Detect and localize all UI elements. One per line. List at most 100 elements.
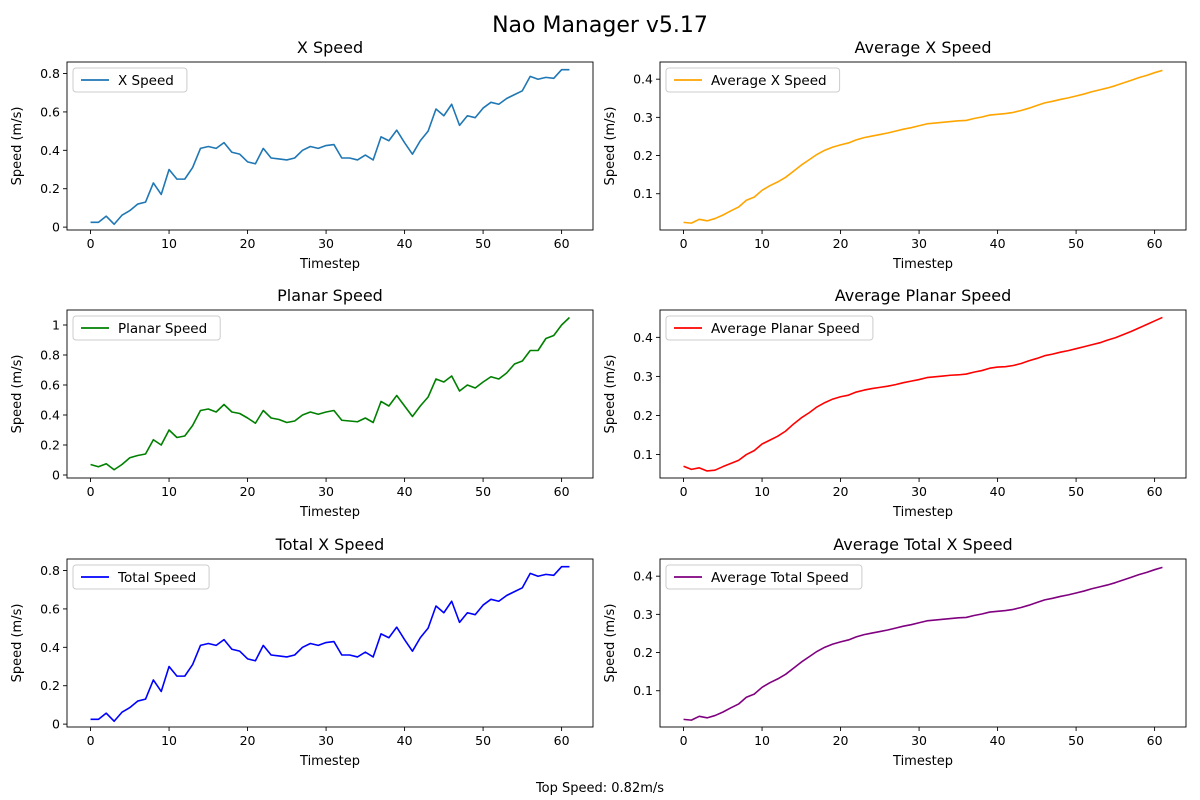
x-tick-label: 0	[87, 484, 95, 499]
x-tick-label: 20	[833, 484, 849, 499]
y-tick-label: 1	[52, 318, 60, 333]
y-tick-label: 0.4	[633, 72, 653, 87]
x-tick-label: 30	[318, 236, 334, 251]
x-tick-label: 20	[240, 733, 256, 748]
x-tick-label: 10	[754, 236, 770, 251]
chart-title: Planar Speed	[277, 286, 383, 305]
y-axis-label: Speed (m/s)	[10, 604, 25, 683]
chart-title: Average X Speed	[855, 38, 992, 57]
series-line	[90, 68, 570, 226]
legend-box	[665, 67, 841, 93]
chart-panel-4: Average Planar Speed 0 10 20 30 40 50 60 0.1 0.2 0…	[603, 286, 1187, 520]
plot-frame	[659, 309, 1187, 479]
legend-box	[665, 564, 863, 590]
y-tick-label: 0.6	[40, 378, 60, 393]
y-axis-label: Speed (m/s)	[603, 355, 618, 434]
y-axis-label: Speed (m/s)	[10, 355, 25, 434]
y-tick-label: 0.2	[40, 438, 60, 453]
x-axis-label: Timestep	[892, 505, 953, 520]
legend-label: Total Speed	[117, 570, 196, 586]
legend-label: X Speed	[118, 73, 174, 89]
y-tick-label: 0.1	[633, 447, 653, 462]
x-tick-label: 0	[680, 733, 688, 748]
plot-frame	[659, 61, 1187, 231]
x-tick-label: 60	[554, 733, 570, 748]
y-tick-label: 0.2	[40, 678, 60, 693]
legend: Planar Speed	[72, 315, 221, 341]
x-tick-label: 30	[911, 484, 927, 499]
y-tick-label: 0.8	[40, 66, 60, 81]
x-tick-label: 50	[1068, 484, 1084, 499]
y-tick-label: 0.2	[40, 181, 60, 196]
y-tick-label: 0.8	[40, 563, 60, 578]
x-tick-label: 50	[475, 733, 491, 748]
x-axis-label: Timestep	[892, 754, 953, 769]
x-tick-label: 0	[87, 733, 95, 748]
x-tick-label: 40	[990, 733, 1006, 748]
y-tick-label: 0.8	[40, 348, 60, 363]
legend-box	[665, 315, 874, 341]
series-line	[683, 316, 1163, 472]
y-tick-label: 0.2	[633, 645, 653, 660]
legend: Average Total Speed	[665, 564, 863, 590]
chart-panel-1: X Speed 0 10 20 30 40 50 60 0 0.2 0.4 0.6 0.8 Timeste…	[10, 38, 594, 272]
legend: Average Planar Speed	[665, 315, 874, 341]
y-tick-label: 0.2	[633, 408, 653, 423]
x-tick-label: 50	[1068, 236, 1084, 251]
y-tick-label: 0.4	[40, 640, 60, 655]
x-tick-label: 30	[911, 733, 927, 748]
x-tick-label: 50	[1068, 733, 1084, 748]
series-line	[90, 565, 570, 723]
x-tick-label: 50	[475, 484, 491, 499]
x-tick-label: 40	[990, 236, 1006, 251]
y-tick-label: 0.1	[633, 186, 653, 201]
x-tick-label: 10	[754, 733, 770, 748]
legend-box	[72, 67, 188, 93]
legend-label: Average X Speed	[711, 73, 827, 89]
y-axis-label: Speed (m/s)	[603, 604, 618, 683]
x-tick-label: 10	[161, 484, 177, 499]
y-tick-label: 0.3	[633, 110, 653, 125]
chart-title: Average Total X Speed	[833, 535, 1012, 554]
chart-panel-6: Average Total X Speed 0 10 20 30 40 50 60 0.1 0.2…	[603, 535, 1187, 769]
y-tick-label: 0.4	[633, 330, 653, 345]
series-line	[90, 316, 571, 471]
chart-title: Total X Speed	[275, 535, 385, 554]
x-axis-label: Timestep	[299, 754, 360, 769]
x-axis-label: Timestep	[299, 505, 360, 520]
y-tick-label: 0.4	[40, 143, 60, 158]
x-tick-label: 40	[397, 236, 413, 251]
legend-label: Planar Speed	[118, 321, 207, 337]
chart-panel-2: Average X Speed 0 10 20 30 40 50 60 0.1 0.2 0.3 0.4…	[603, 38, 1187, 272]
x-tick-label: 30	[318, 484, 334, 499]
figure-footer: Top Speed: 0.82m/s	[535, 781, 664, 796]
y-tick-label: 0.3	[633, 369, 653, 384]
y-tick-label: 0.2	[633, 148, 653, 163]
x-axis-label: Timestep	[299, 257, 360, 272]
y-tick-label: 0.4	[633, 569, 653, 584]
x-tick-label: 30	[318, 733, 334, 748]
x-tick-label: 40	[990, 484, 1006, 499]
x-tick-label: 20	[240, 236, 256, 251]
y-tick-label: 0.6	[40, 601, 60, 616]
x-tick-label: 40	[397, 733, 413, 748]
legend-label: Average Total Speed	[711, 570, 849, 586]
chart-title: Average Planar Speed	[835, 286, 1011, 305]
legend: Average X Speed	[665, 67, 841, 93]
y-tick-label: 0	[52, 717, 60, 732]
x-tick-label: 60	[554, 236, 570, 251]
plot-frame	[66, 309, 594, 479]
x-tick-label: 0	[680, 236, 688, 251]
y-tick-label: 0	[52, 468, 60, 483]
legend-box	[72, 564, 210, 590]
plot-frame	[659, 558, 1187, 728]
chart-panel-3: Planar Speed 0 10 20 30 40 50 60 0 0.2 0.4 0.6 0.8 1 T…	[10, 286, 594, 520]
y-tick-label: 0.6	[40, 104, 60, 119]
y-tick-label: 0	[52, 220, 60, 235]
plot-frame	[66, 558, 594, 728]
x-tick-label: 50	[475, 236, 491, 251]
series-line	[683, 566, 1163, 721]
x-axis-label: Timestep	[892, 257, 953, 272]
x-tick-label: 40	[397, 484, 413, 499]
